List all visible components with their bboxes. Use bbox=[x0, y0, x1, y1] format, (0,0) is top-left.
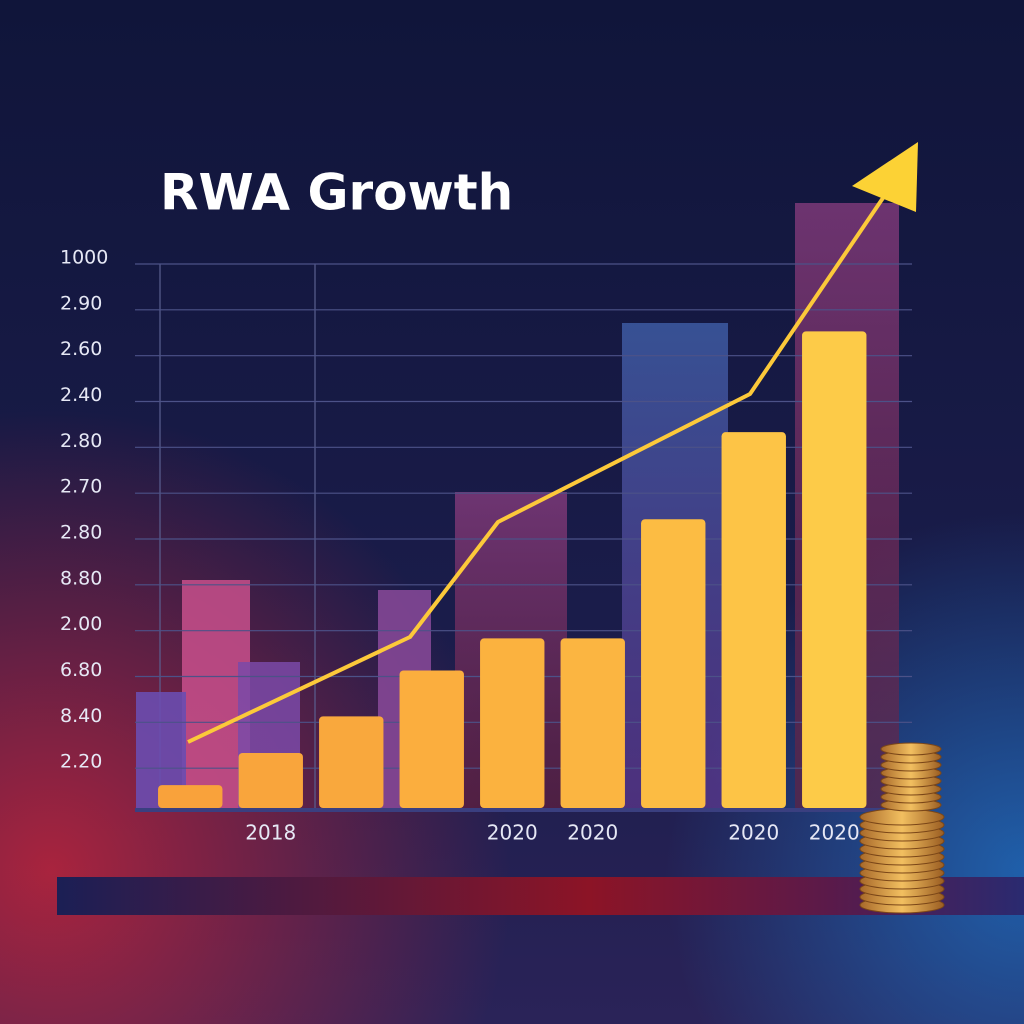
y-tick-label: 1000 bbox=[60, 247, 108, 269]
y-tick-label: 2.60 bbox=[60, 338, 102, 360]
y-tick-label: 8.80 bbox=[60, 567, 102, 589]
trend-arrow bbox=[852, 142, 918, 212]
x-tick-label: 2020 bbox=[809, 821, 860, 845]
x-tick-label: 2020 bbox=[567, 821, 618, 845]
baseline bbox=[135, 808, 915, 812]
coin bbox=[880, 742, 942, 756]
bar bbox=[560, 638, 625, 808]
bar bbox=[399, 670, 464, 808]
bar bbox=[641, 519, 706, 808]
x-tick-label: 2020 bbox=[487, 821, 538, 845]
y-tick-label: 2.80 bbox=[60, 430, 102, 452]
y-tick-label: 6.80 bbox=[60, 659, 102, 681]
x-tick-label: 2020 bbox=[728, 821, 779, 845]
x-tick-label: 2018 bbox=[245, 821, 296, 845]
y-tick-label: 2.00 bbox=[60, 613, 102, 635]
y-tick-label: 2.70 bbox=[60, 476, 102, 498]
trend-line bbox=[187, 193, 887, 744]
y-tick-label: 2.80 bbox=[60, 522, 102, 544]
y-tick-label: 2.90 bbox=[60, 292, 102, 314]
bar bbox=[802, 331, 867, 808]
y-tick-label: 2.20 bbox=[60, 751, 102, 773]
bar bbox=[721, 432, 786, 808]
bar bbox=[158, 785, 223, 808]
bar bbox=[480, 638, 545, 808]
bar bbox=[238, 753, 303, 808]
y-tick-label: 8.40 bbox=[60, 705, 102, 727]
chart-title: RWA Growth bbox=[160, 164, 513, 222]
coin bbox=[859, 808, 945, 826]
bar bbox=[319, 716, 384, 808]
y-tick-label: 2.40 bbox=[60, 384, 102, 406]
